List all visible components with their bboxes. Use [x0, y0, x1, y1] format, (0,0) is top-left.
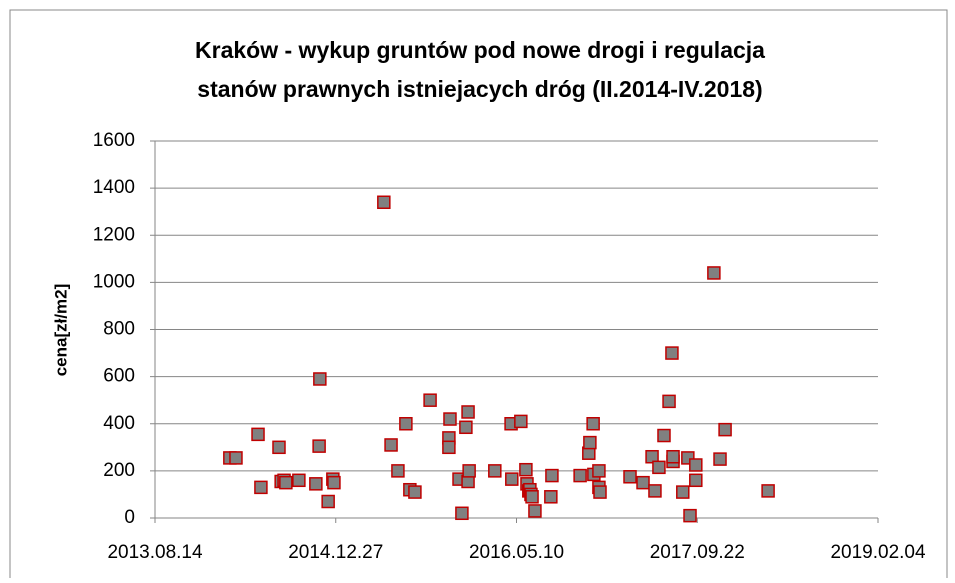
marker [623, 470, 637, 484]
chart-border [9, 9, 948, 583]
marker [488, 464, 502, 478]
marker [528, 504, 542, 518]
marker [545, 468, 559, 483]
y-tick-label: 600 [103, 366, 135, 387]
y-tick-label: 1000 [93, 271, 135, 292]
x-tick-label: 2016.05.10 [469, 542, 564, 563]
marker [586, 417, 600, 431]
y-tick-label: 1600 [93, 130, 135, 151]
marker [423, 393, 437, 407]
marker [666, 449, 680, 464]
marker [442, 440, 456, 455]
marker [592, 464, 606, 478]
marker [689, 458, 703, 472]
marker [279, 475, 293, 490]
marker [455, 506, 469, 521]
marker [251, 427, 265, 442]
y-axis-title: cena[zł/m2] [51, 284, 70, 377]
marker [229, 451, 243, 465]
chart-title: stanów prawnych istniejacych dróg (II.20… [197, 76, 762, 102]
marker [321, 494, 335, 509]
marker [443, 412, 457, 426]
x-tick-label: 2014.12.27 [288, 542, 383, 563]
y-tick-label: 200 [103, 460, 135, 481]
marker [462, 464, 476, 478]
marker [665, 346, 679, 360]
x-tick-label: 2019.02.04 [830, 542, 926, 563]
marker [761, 484, 775, 498]
marker [593, 485, 607, 499]
marker [309, 477, 323, 491]
marker [514, 414, 528, 429]
marker [313, 372, 327, 386]
marker [636, 475, 650, 490]
x-tick-label: 2017.09.22 [650, 542, 745, 563]
marker [384, 438, 398, 452]
marker [652, 460, 666, 475]
y-tick-label: 0 [124, 507, 135, 528]
marker [662, 394, 676, 409]
y-tick-label: 1200 [93, 224, 135, 245]
marker [459, 420, 473, 435]
marker [525, 490, 539, 504]
marker [254, 480, 268, 495]
y-tick-label: 1400 [93, 177, 135, 198]
marker [713, 452, 727, 466]
marker [657, 428, 671, 443]
marker [648, 484, 662, 498]
marker [391, 464, 405, 478]
marker [544, 490, 558, 504]
marker [583, 435, 597, 450]
marker [327, 475, 341, 490]
marker [718, 422, 732, 437]
marker [312, 439, 326, 453]
x-tick-label: 2013.08.14 [107, 542, 203, 563]
marker [377, 195, 391, 210]
marker [689, 473, 703, 488]
marker [272, 440, 286, 455]
marker [573, 468, 587, 483]
chart-title: Kraków - wykup gruntów pod nowe drogi i … [195, 37, 765, 63]
marker [505, 472, 519, 486]
marker [676, 485, 690, 499]
marker [645, 449, 659, 464]
marker [399, 417, 413, 431]
y-tick-label: 400 [103, 413, 135, 434]
marker [292, 473, 306, 488]
marker [461, 405, 475, 419]
y-tick-label: 800 [103, 319, 135, 340]
marker [519, 462, 533, 477]
marker [683, 508, 697, 523]
marker [707, 266, 721, 280]
marker [408, 485, 422, 499]
